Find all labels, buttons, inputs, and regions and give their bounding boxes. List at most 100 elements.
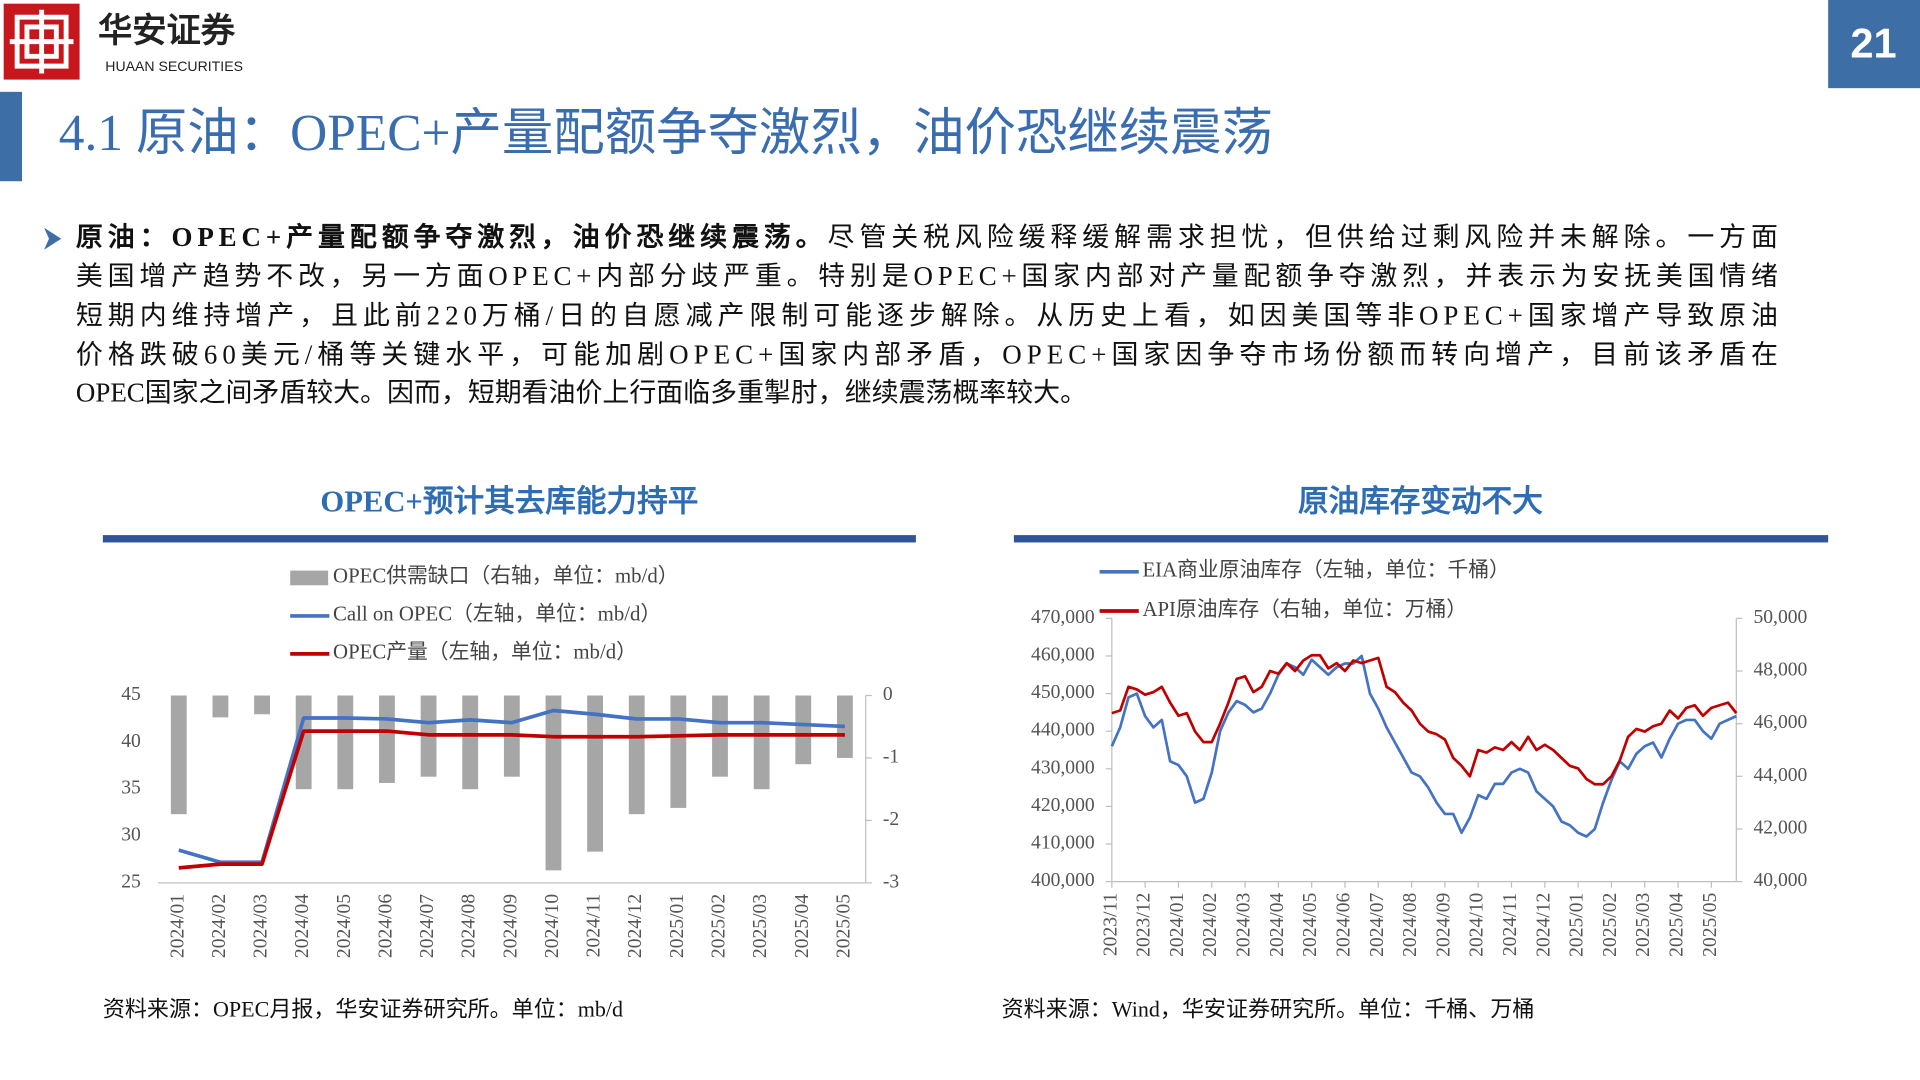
x-tick-label: 2025/05 (833, 894, 854, 958)
bar (628, 695, 645, 815)
title-bar (0, 91, 23, 182)
source-note: 资料来源：OPEC月报，华安证券研究所。单位：mb/d (103, 996, 623, 1021)
x-tick-label: 2024/03 (251, 894, 272, 958)
y-tick-label: 470,000 (1031, 607, 1095, 628)
x-tick-label: 2025/01 (1567, 893, 1588, 957)
legend-label: API原油库存（右轴，单位：万桶） (1142, 597, 1467, 621)
x-tick-label: 2025/04 (1667, 892, 1688, 956)
title-rule (1013, 535, 1829, 543)
body: 原油：OPEC+产量配额争夺激烈，油价恐继续震荡。 尽管关税风险缓释缓解需求担忧，… (76, 221, 1778, 408)
section-title: 4.1 原油：OPEC+产量配额争夺激烈，油价恐继续震荡 (59, 105, 1273, 162)
bar (254, 695, 270, 715)
x-tick-label: 2024/07 (417, 894, 438, 958)
y-tick-label: 35 (121, 778, 141, 799)
x-tick-label: 2024/04 (1267, 892, 1288, 956)
bar (462, 695, 479, 790)
x-tick-label: 2025/02 (1600, 893, 1621, 957)
x-tick-label: 2024/09 (1433, 893, 1454, 957)
x-tick-label: 2024/08 (459, 894, 480, 958)
body-text: 短期内维持增产，且此前220万桶/日的自愿减产限制可能逐步解除。从历史上看，如因… (76, 301, 1778, 331)
logo: 华安证券 HUAAN SECURITIES (3, 3, 243, 80)
bar (379, 695, 395, 783)
x-tick-label: 2025/05 (1700, 892, 1721, 956)
bar (670, 695, 687, 808)
bar (795, 695, 812, 765)
bar (212, 695, 229, 718)
y2-tick-label: 40,000 (1753, 870, 1807, 891)
source-note: 资料来源：Wind，华安证券研究所。单位：千桶、万桶 (1002, 996, 1535, 1021)
chart-title: OPEC+预计其去库能力持平 (320, 485, 698, 519)
body-line: 价格跌破60美元/桶等关键水平，可能加剧OPEC+国家内部矛盾，OPEC+国家因… (76, 340, 1778, 370)
legend-label: EIA商业原油库存（左轴，单位：千桶） (1142, 558, 1509, 582)
bar (587, 695, 604, 852)
y-tick-label: 45 (121, 684, 141, 705)
x-tick-label: 2024/05 (334, 894, 355, 958)
x-tick-label: 2024/06 (375, 894, 396, 958)
x-tick-label: 2024/06 (1333, 892, 1354, 956)
y-tick-label: 25 (121, 871, 141, 892)
x-tick-label: 2024/01 (167, 894, 188, 958)
y2-tick-label: 50,000 (1753, 607, 1807, 628)
body-text: OPEC国家之间矛盾较大。因而，短期看油价上行面临多重掣肘，继续震荡概率较大。 (76, 378, 1087, 408)
y2-tick-label: -2 (883, 809, 899, 830)
bar (836, 695, 853, 758)
x-tick-label: 2024/09 (500, 894, 521, 958)
line-series (1111, 653, 1738, 786)
brand-en: HUAAN SECURITIES (105, 58, 243, 74)
x-tick-label: 2024/10 (1467, 892, 1488, 956)
legend-label: OPEC产量（左轴，单位：mb/d） (333, 640, 637, 664)
x-tick-label: 2025/04 (792, 894, 813, 958)
brand: 华安证券 (98, 12, 236, 50)
charts: OPEC+预计其去库能力持平资料来源：OPEC月报，华安证券研究所。单位：mb/… (102, 484, 1829, 1021)
body-text: 价格跌破60美元/桶等关键水平，可能加剧OPEC+国家内部矛盾，OPEC+国家因… (76, 340, 1778, 370)
x-tick-label: 2024/03 (1234, 892, 1255, 956)
y2-tick-label: -3 (883, 871, 900, 892)
bar (545, 695, 562, 871)
body-line: 原油：OPEC+产量配额争夺激烈，油价恐继续震荡。 尽管关税风险缓释缓解需求担忧，… (76, 221, 1778, 252)
x-tick-label: 2025/03 (750, 894, 771, 958)
chart: OPEC+预计其去库能力持平资料来源：OPEC月报，华安证券研究所。单位：mb/… (102, 485, 916, 1021)
x-tick-label: 2025/02 (709, 894, 730, 958)
y2-tick-label: -1 (883, 746, 899, 767)
x-tick-label: 2024/11 (1500, 893, 1521, 956)
x-tick-label: 2024/05 (1300, 892, 1321, 956)
y2-tick-label: 46,000 (1753, 712, 1807, 733)
line-series (178, 729, 845, 870)
y-tick-label: 40 (121, 731, 141, 752)
y2-tick-label: 0 (883, 684, 893, 705)
bar (753, 695, 770, 790)
x-tick-label: 2024/02 (209, 894, 230, 958)
bar (170, 695, 187, 815)
body-text: 美国增产趋势不改，另一方面OPEC+内部分歧严重。特别是OPEC+国家内部对产量… (76, 261, 1778, 291)
x-tick-label: 2024/12 (1533, 893, 1554, 957)
line-series (1110, 654, 1737, 838)
y2-tick-label: 42,000 (1753, 817, 1807, 838)
x-tick-label: 2023/11 (1100, 893, 1121, 956)
body-lead: 原油：OPEC+产量配额争夺激烈，油价恐继续震荡。 (76, 221, 823, 252)
y-tick-label: 400,000 (1031, 870, 1095, 891)
logo-pattern (9, 9, 74, 74)
page-number-box (1828, 0, 1920, 89)
y-tick-label: 430,000 (1031, 757, 1095, 778)
y-tick-label: 420,000 (1031, 795, 1095, 816)
legend-label: Call on OPEC（左轴，单位：mb/d） (333, 602, 661, 626)
x-tick-label: 2024/04 (292, 894, 313, 958)
x-tick-label: 2024/10 (542, 894, 563, 958)
title-rule (102, 535, 916, 543)
y2-tick-label: 44,000 (1753, 765, 1807, 786)
legend-label: OPEC供需缺口（右轴，单位：mb/d） (333, 564, 678, 588)
page-number: 21 (1850, 20, 1896, 67)
x-tick-label: 2025/01 (667, 894, 688, 958)
y-tick-label: 440,000 (1031, 720, 1095, 741)
body-line: OPEC国家之间矛盾较大。因而，短期看油价上行面临多重掣肘，继续震荡概率较大。 (76, 378, 1087, 408)
bullet (44, 227, 62, 250)
x-tick-label: 2024/11 (584, 894, 605, 957)
y-tick-label: 30 (121, 825, 141, 846)
bar (337, 695, 354, 790)
x-tick-label: 2024/12 (625, 894, 646, 958)
y2-tick-label: 48,000 (1753, 660, 1807, 681)
chart-title: 原油库存变动不大 (1298, 484, 1543, 519)
line-series (178, 708, 845, 865)
